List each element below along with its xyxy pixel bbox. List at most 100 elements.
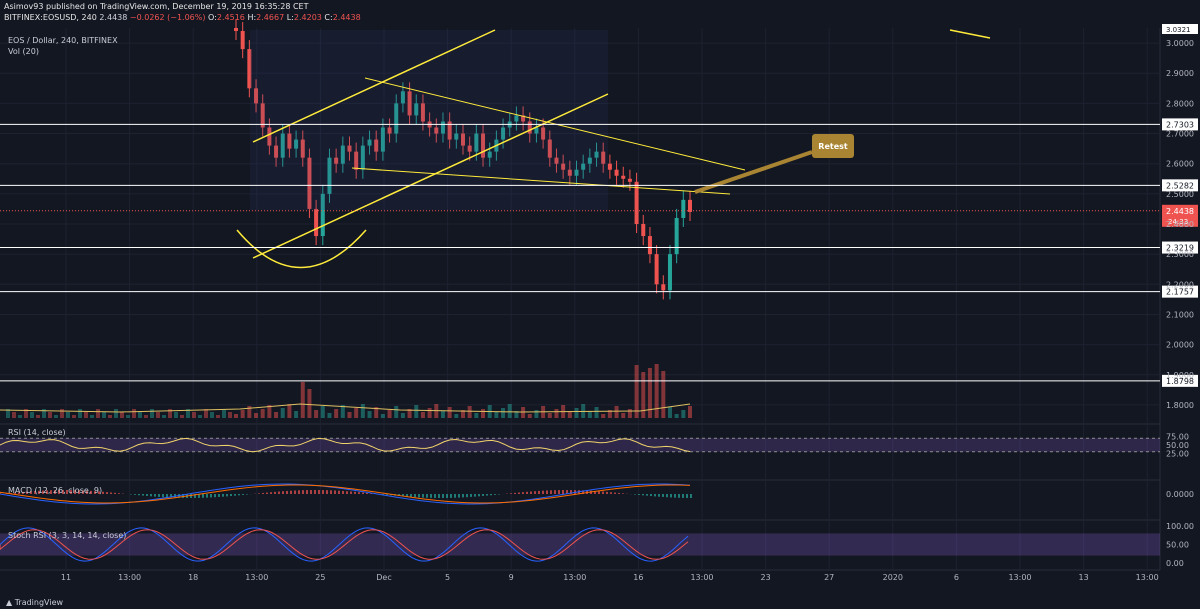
- macd-histogram-bar: [42, 490, 44, 494]
- volume-bar: [102, 412, 106, 418]
- volume-bar: [90, 415, 94, 418]
- macd-histogram-bar: [366, 492, 368, 494]
- level-tag: [1162, 374, 1198, 387]
- macd-histogram-bar: [562, 490, 564, 494]
- stoch-rsi-label[interactable]: Stoch RSI (3, 3, 14, 14, close): [8, 531, 127, 540]
- y-tick-label: 2.2000: [1166, 280, 1194, 289]
- volume-bar: [54, 415, 58, 418]
- volume-bar: [114, 409, 118, 418]
- macd-histogram-bar: [34, 490, 36, 494]
- x-tick-label: 2020: [883, 573, 903, 582]
- macd-histogram-bar: [510, 493, 512, 494]
- volume-bar: [627, 409, 632, 418]
- candle-body: [594, 151, 599, 158]
- volume-bar: [120, 412, 124, 418]
- candle-body: [667, 254, 672, 291]
- signal-line: [0, 484, 691, 504]
- volume-bar: [661, 371, 666, 418]
- candle-body: [307, 157, 312, 209]
- candle-body: [234, 28, 238, 32]
- macd-histogram-bar: [690, 494, 692, 498]
- volume-bar: [407, 409, 412, 418]
- macd-histogram-bar: [86, 490, 88, 494]
- volume-label[interactable]: Vol (20): [8, 47, 39, 56]
- rsi-tick-label: 50.00: [1166, 441, 1189, 450]
- volume-bar: [367, 411, 372, 418]
- low-label: L:: [286, 13, 294, 22]
- macd-histogram-bar: [14, 492, 16, 494]
- macd-histogram-bar: [534, 491, 536, 494]
- macd-histogram-bar: [346, 491, 348, 494]
- volume-bar: [514, 411, 519, 418]
- volume-bar: [574, 408, 579, 418]
- volume-bar: [36, 415, 40, 418]
- candle-body: [567, 169, 572, 176]
- x-tick-label: 16: [633, 573, 643, 582]
- macd-histogram-bar: [466, 494, 468, 498]
- level-label: 1.8798: [1166, 377, 1194, 386]
- main-pane-title[interactable]: EOS / Dollar, 240, BITFINEX: [8, 36, 118, 45]
- candle-body: [474, 133, 479, 152]
- x-tick-label: 5: [445, 573, 450, 582]
- volume-bar: [24, 409, 28, 418]
- volume-bar: [340, 405, 345, 418]
- volume-bar: [320, 406, 325, 418]
- macd-histogram-bar: [442, 494, 444, 498]
- volume-bar: [30, 412, 34, 418]
- close-value: 2.4438: [332, 13, 361, 22]
- volume-bar: [6, 409, 10, 418]
- macd-histogram-bar: [290, 490, 292, 494]
- x-tick-label: 23: [761, 573, 771, 582]
- volume-bar: [447, 407, 452, 418]
- macd-histogram-bar: [54, 490, 56, 494]
- macd-histogram-bar: [286, 490, 288, 494]
- macd-histogram-bar: [82, 490, 84, 494]
- rsi-label[interactable]: RSI (14, close): [8, 428, 66, 437]
- retest-label: Retest: [818, 142, 848, 151]
- macd-histogram-bar: [338, 490, 340, 494]
- macd-histogram-bar: [470, 494, 472, 497]
- published-header: Asimov93 published on TradingView.com, D…: [4, 2, 309, 11]
- macd-histogram-bar: [330, 490, 332, 494]
- volume-ma-line: [0, 403, 691, 413]
- macd-histogram-bar: [234, 494, 236, 496]
- y-tick-label: 2.1000: [1166, 310, 1194, 319]
- macd-label[interactable]: MACD (12, 26, close, 9): [8, 486, 103, 495]
- volume-bar: [126, 415, 130, 418]
- change-label: −0.0262 (−1.06%): [129, 13, 206, 22]
- macd-histogram-bar: [570, 490, 572, 494]
- volume-bar: [280, 408, 285, 418]
- x-tick-label: 13:00: [1136, 573, 1159, 582]
- macd-histogram-bar: [554, 490, 556, 494]
- macd-histogram-bar: [238, 494, 240, 496]
- macd-histogram-bar: [490, 494, 492, 496]
- candle-body: [514, 115, 519, 122]
- rsi-tick-label: 25.00: [1166, 450, 1189, 459]
- candle-body: [240, 31, 245, 50]
- volume-bar: [427, 408, 432, 418]
- candle-body: [587, 157, 592, 164]
- ohlc-header: BITFINEX:EOSUSD, 240 2.4438 −0.0262 (−1.…: [4, 13, 361, 22]
- candle-body: [360, 145, 365, 170]
- macd-histogram-bar: [46, 490, 48, 494]
- macd-histogram-bar: [526, 491, 528, 494]
- macd-histogram-bar: [530, 491, 532, 494]
- volume-bar: [327, 413, 332, 418]
- macd-histogram-bar: [30, 491, 32, 494]
- volume-bar: [420, 412, 425, 418]
- macd-histogram-bar: [226, 494, 228, 497]
- candle-body: [601, 151, 606, 164]
- y-tick-label: 2.8000: [1166, 99, 1194, 108]
- macd-histogram-bar: [310, 490, 312, 494]
- tradingview-logo[interactable]: ▲ TradingView: [6, 598, 63, 607]
- candle-body: [654, 254, 659, 285]
- macd-histogram-bar: [598, 491, 600, 494]
- candle-body: [394, 103, 399, 134]
- candle-body: [374, 139, 379, 152]
- stoch-tick-label: 0.00: [1166, 559, 1184, 568]
- wedge-lower-line: [351, 167, 731, 195]
- macd-histogram-bar: [678, 494, 680, 498]
- candle-body: [434, 127, 439, 134]
- y-tick-label: 2.3000: [1166, 250, 1194, 259]
